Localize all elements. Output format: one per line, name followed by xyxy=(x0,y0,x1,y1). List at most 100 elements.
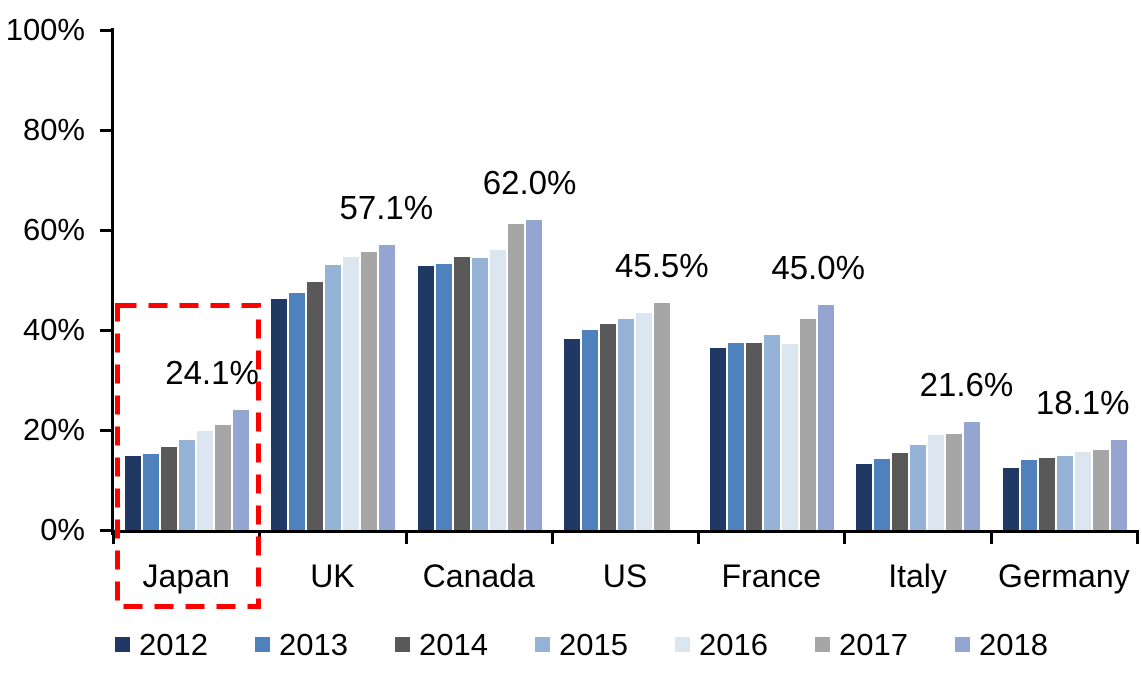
x-tick xyxy=(1136,533,1139,544)
bar-japan-2012 xyxy=(125,456,141,530)
bar-italy-2014 xyxy=(892,452,909,530)
y-tick xyxy=(100,229,113,232)
bar-japan-2014 xyxy=(161,446,177,530)
plot-area: 0% 20% 40% 60% 80% 100% Japan 24.1% UK 57.1% Canad… xyxy=(5,12,1139,594)
data-label-canada: 62.0% xyxy=(482,164,577,201)
y-tick-label: 80% xyxy=(22,112,85,147)
bar-canada-2017 xyxy=(507,223,524,530)
x-tick xyxy=(112,533,115,544)
bar-germany-2016 xyxy=(1074,452,1091,530)
x-tick xyxy=(550,533,554,544)
y-tick-label: 40% xyxy=(22,312,85,347)
bar-japan-2018 xyxy=(233,409,249,530)
legend: 2012 2013 2014 2015 2016 2017 2018 xyxy=(0,620,1142,680)
bar-canada-2018 xyxy=(525,220,542,530)
x-label-us: US xyxy=(602,558,648,594)
bar-germany-2015 xyxy=(1056,455,1073,530)
bar-italy-2016 xyxy=(928,435,945,530)
data-label-germany: 18.1% xyxy=(1035,383,1130,421)
data-label-italy: 21.6% xyxy=(919,366,1014,403)
bar-france-2017 xyxy=(800,319,817,530)
bar-france-2013 xyxy=(728,342,745,530)
bar-japan-2015 xyxy=(179,440,195,530)
x-tick xyxy=(989,533,993,544)
legend-item-2017: 2017 xyxy=(815,629,908,660)
legend-label-2013: 2013 xyxy=(279,627,348,662)
bar-japan-2016 xyxy=(197,430,213,530)
bar-japan-2013 xyxy=(143,454,159,530)
bar-uk-2016 xyxy=(343,256,360,530)
bar-france-2016 xyxy=(782,344,799,530)
bar-uk-2015 xyxy=(325,265,342,530)
bar-us-2012 xyxy=(563,339,580,530)
bar-germany-2014 xyxy=(1038,457,1055,530)
legend-swatch-2012 xyxy=(115,637,130,652)
x-tick xyxy=(258,533,262,544)
legend-item-2015: 2015 xyxy=(535,629,628,660)
x-label-canada: Canada xyxy=(422,558,535,594)
legend-label-2016: 2016 xyxy=(699,627,768,662)
bar-us-2014 xyxy=(599,324,616,530)
legend-item-2014: 2014 xyxy=(395,629,488,660)
legend-label-2018: 2018 xyxy=(979,627,1048,662)
y-tick xyxy=(100,529,113,532)
bar-us-2016 xyxy=(635,312,652,530)
x-tick xyxy=(697,533,701,544)
y-tick xyxy=(100,429,113,432)
y-axis xyxy=(111,28,114,535)
bar-canada-2014 xyxy=(453,257,470,530)
bar-italy-2015 xyxy=(910,445,927,530)
bar-germany-2017 xyxy=(1092,450,1109,530)
data-label-us: 45.5% xyxy=(615,246,709,284)
y-tick-label: 100% xyxy=(5,12,85,47)
bar-uk-2018 xyxy=(379,244,396,530)
bar-france-2014 xyxy=(746,343,763,530)
legend-item-2016: 2016 xyxy=(675,629,768,660)
y-tick xyxy=(100,129,113,132)
legend-swatch-2013 xyxy=(255,637,270,652)
x-label-japan: Japan xyxy=(142,558,230,594)
bar-canada-2015 xyxy=(471,257,488,530)
bar-italy-2013 xyxy=(874,458,891,530)
legend-swatch-2017 xyxy=(815,637,830,652)
data-label-uk: 57.1% xyxy=(339,188,434,226)
bar-germany-2012 xyxy=(1002,467,1019,530)
y-tick-label: 20% xyxy=(22,412,85,447)
bar-germany-2013 xyxy=(1020,460,1037,530)
x-tick xyxy=(404,533,408,544)
bar-uk-2012 xyxy=(271,299,288,530)
y-tick-label: 0% xyxy=(40,512,85,547)
y-tick xyxy=(100,29,113,32)
x-label-france: France xyxy=(721,558,822,594)
legend-swatch-2016 xyxy=(675,637,690,652)
legend-swatch-2018 xyxy=(955,637,970,652)
bar-italy-2017 xyxy=(946,433,963,530)
bar-italy-2018 xyxy=(964,422,981,530)
y-tick-label: 60% xyxy=(22,212,85,247)
legend-swatch-2015 xyxy=(535,637,550,652)
bar-france-2015 xyxy=(764,335,781,530)
legend-label-2015: 2015 xyxy=(559,627,628,662)
legend-swatch-2014 xyxy=(395,637,410,652)
legend-label-2014: 2014 xyxy=(419,627,488,662)
legend-label-2012: 2012 xyxy=(139,627,208,662)
bar-japan-2017 xyxy=(215,425,231,530)
x-label-italy: Italy xyxy=(888,558,947,594)
bar-us-2017 xyxy=(653,302,670,530)
y-tick xyxy=(100,329,113,332)
legend-item-2013: 2013 xyxy=(255,629,348,660)
legend-label-2017: 2017 xyxy=(839,627,908,662)
bar-canada-2013 xyxy=(435,264,452,530)
bar-france-2012 xyxy=(710,348,727,530)
x-axis xyxy=(111,530,1139,533)
x-label-uk: UK xyxy=(310,558,355,594)
data-label-japan: 24.1% xyxy=(165,353,259,391)
bar-uk-2013 xyxy=(289,292,306,530)
x-label-germany: Germany xyxy=(998,558,1130,594)
bar-canada-2016 xyxy=(489,250,506,530)
bar-france-2018 xyxy=(818,305,835,530)
bar-us-2015 xyxy=(617,319,634,530)
legend-item-2012: 2012 xyxy=(115,629,208,660)
bar-uk-2017 xyxy=(361,251,378,530)
